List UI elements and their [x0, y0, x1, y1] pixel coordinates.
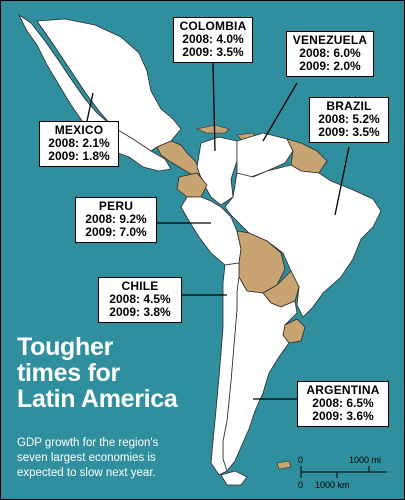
- callout-brazil: BRAZIL 2008: 5.2% 2009: 3.5%: [309, 97, 389, 143]
- subtitle-line: GDP growth for the region's: [17, 437, 159, 449]
- gdp-2009: 2009: 3.6%: [312, 409, 374, 423]
- callout-mexico: MEXICO 2008: 2.1% 2009: 1.8%: [39, 121, 119, 167]
- gdp-2008: 2008: 2.1%: [48, 136, 110, 150]
- venezuela-shape: [236, 132, 294, 178]
- leader-venezuela: [262, 82, 298, 142]
- tierra-del-fuego-shape: [220, 470, 248, 486]
- subtitle-line: expected to slow next year.: [17, 467, 156, 479]
- callout-venezuela: VENEZUELA 2008: 6.0% 2009: 2.0%: [286, 31, 374, 77]
- gdp-2008: 2008: 4.0%: [182, 32, 244, 46]
- title-line: Latin America: [17, 385, 178, 413]
- map-title: Tougher times for Latin America: [17, 334, 217, 412]
- gdp-2009: 2009: 2.0%: [299, 59, 361, 73]
- colombia-shape: [196, 136, 238, 206]
- gdp-2008: 2008: 5.2%: [318, 112, 380, 126]
- scale-km-zero: 0: [298, 480, 304, 490]
- callout-colombia: COLOMBIA 2008: 4.0% 2009: 3.5%: [173, 17, 253, 63]
- callout-peru: PERU 2008: 9.2% 2009: 7.0%: [75, 197, 157, 243]
- central-america-shape: [156, 140, 202, 178]
- country-name: MEXICO: [54, 123, 104, 137]
- chile-shape: [210, 262, 240, 476]
- leader-brazil: [334, 146, 350, 216]
- country-name: CHILE: [121, 279, 159, 293]
- country-name: ARGENTINA: [306, 383, 380, 397]
- map-subtitle: GDP growth for the region's seven larges…: [17, 436, 202, 481]
- callout-argentina: ARGENTINA 2008: 6.5% 2009: 3.6%: [297, 381, 389, 427]
- country-name: BRAZIL: [326, 99, 372, 113]
- gdp-2008: 2008: 6.0%: [299, 46, 361, 60]
- gdp-2009: 2009: 3.5%: [318, 125, 380, 139]
- subtitle-line: seven largest economies is: [17, 452, 156, 464]
- callout-chile: CHILE 2008: 4.5% 2009: 3.8%: [98, 277, 182, 323]
- scale-bar-graphic: [300, 466, 387, 478]
- scale-mi-zero: 0: [298, 455, 304, 465]
- scale-bar: 0 1000 mi 0 1000 km: [293, 449, 398, 495]
- title-line: times for: [17, 359, 120, 387]
- country-name: COLOMBIA: [179, 19, 247, 33]
- scale-km-label: 1000 km: [315, 480, 350, 490]
- country-name: VENEZUELA: [292, 33, 368, 47]
- leader-mexico: [86, 92, 94, 122]
- gdp-2009: 2009: 1.8%: [48, 149, 110, 163]
- country-name: PERU: [98, 199, 134, 213]
- falklands-shape: [276, 460, 292, 470]
- scale-mi-label: 1000 mi: [349, 455, 382, 465]
- gdp-2008: 2008: 9.2%: [85, 212, 147, 226]
- title-line: Tougher: [17, 333, 114, 361]
- gdp-2009: 2009: 3.5%: [182, 45, 244, 59]
- gdp-2009: 2009: 3.8%: [109, 305, 171, 319]
- leader-colombia: [212, 62, 216, 152]
- gdp-2008: 2008: 6.5%: [312, 396, 374, 410]
- gdp-2009: 2009: 7.0%: [85, 225, 147, 239]
- gdp-2008: 2008: 4.5%: [109, 292, 171, 306]
